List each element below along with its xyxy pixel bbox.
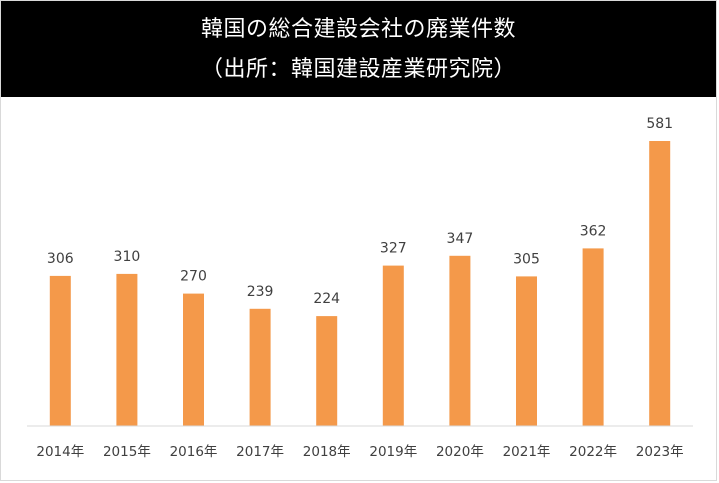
bar-chart: 306 310 270 239 224 327 347 305 362 581 2014年 2015…	[27, 116, 693, 460]
x-tick-label-2015年: 2015年	[103, 444, 151, 460]
data-label-2019年: 327	[380, 241, 407, 257]
data-label-2014年: 306	[47, 251, 74, 267]
data-label-2022年: 362	[580, 223, 607, 239]
x-tick-label-2017年: 2017年	[236, 444, 284, 460]
x-tick-label-2020年: 2020年	[436, 444, 484, 460]
x-tick-label-2018年: 2018年	[303, 444, 351, 460]
x-tick-label-2022年: 2022年	[569, 444, 617, 460]
chart-subtitle: （出所：韓国建設産業研究院）	[200, 57, 516, 82]
x-tick-label-2023年: 2023年	[636, 444, 684, 460]
data-label-2020年: 347	[447, 231, 474, 247]
bar-2017年	[249, 308, 271, 426]
bar-2015年	[116, 273, 138, 426]
x-tick-label-2016年: 2016年	[170, 444, 218, 460]
title-band: 韓国の総合建設会社の廃業件数 （出所：韓国建設産業研究院）	[1, 1, 716, 97]
bar-2023年	[649, 141, 671, 426]
bar-2018年	[316, 316, 338, 426]
bar-2020年	[449, 255, 471, 426]
labels-layer: 306 310 270 239 224 327 347 305 362 581	[47, 116, 673, 307]
x-tick-labels: 2014年 2015年 2016年 2017年 2018年 2019年 2020年 2021年…	[36, 444, 683, 460]
data-label-2018年: 224	[313, 291, 340, 307]
bar-2019年	[382, 265, 404, 426]
bar-2014年	[49, 275, 71, 426]
x-tick-label-2021年: 2021年	[503, 444, 551, 460]
bar-2016年	[183, 293, 204, 426]
data-label-2021年: 305	[513, 251, 540, 267]
x-tick-label-2014年: 2014年	[36, 444, 84, 460]
bar-2022年	[582, 248, 604, 426]
data-label-2017年: 239	[247, 284, 274, 300]
x-tick-label-2019年: 2019年	[369, 444, 417, 460]
bars-layer	[49, 141, 671, 426]
data-label-2016年: 270	[180, 269, 207, 285]
data-label-2015年: 310	[114, 249, 141, 265]
data-label-2023年: 581	[646, 116, 673, 132]
chart-title: 韓国の総合建設会社の廃業件数	[200, 17, 516, 42]
bar-2021年	[516, 276, 537, 426]
